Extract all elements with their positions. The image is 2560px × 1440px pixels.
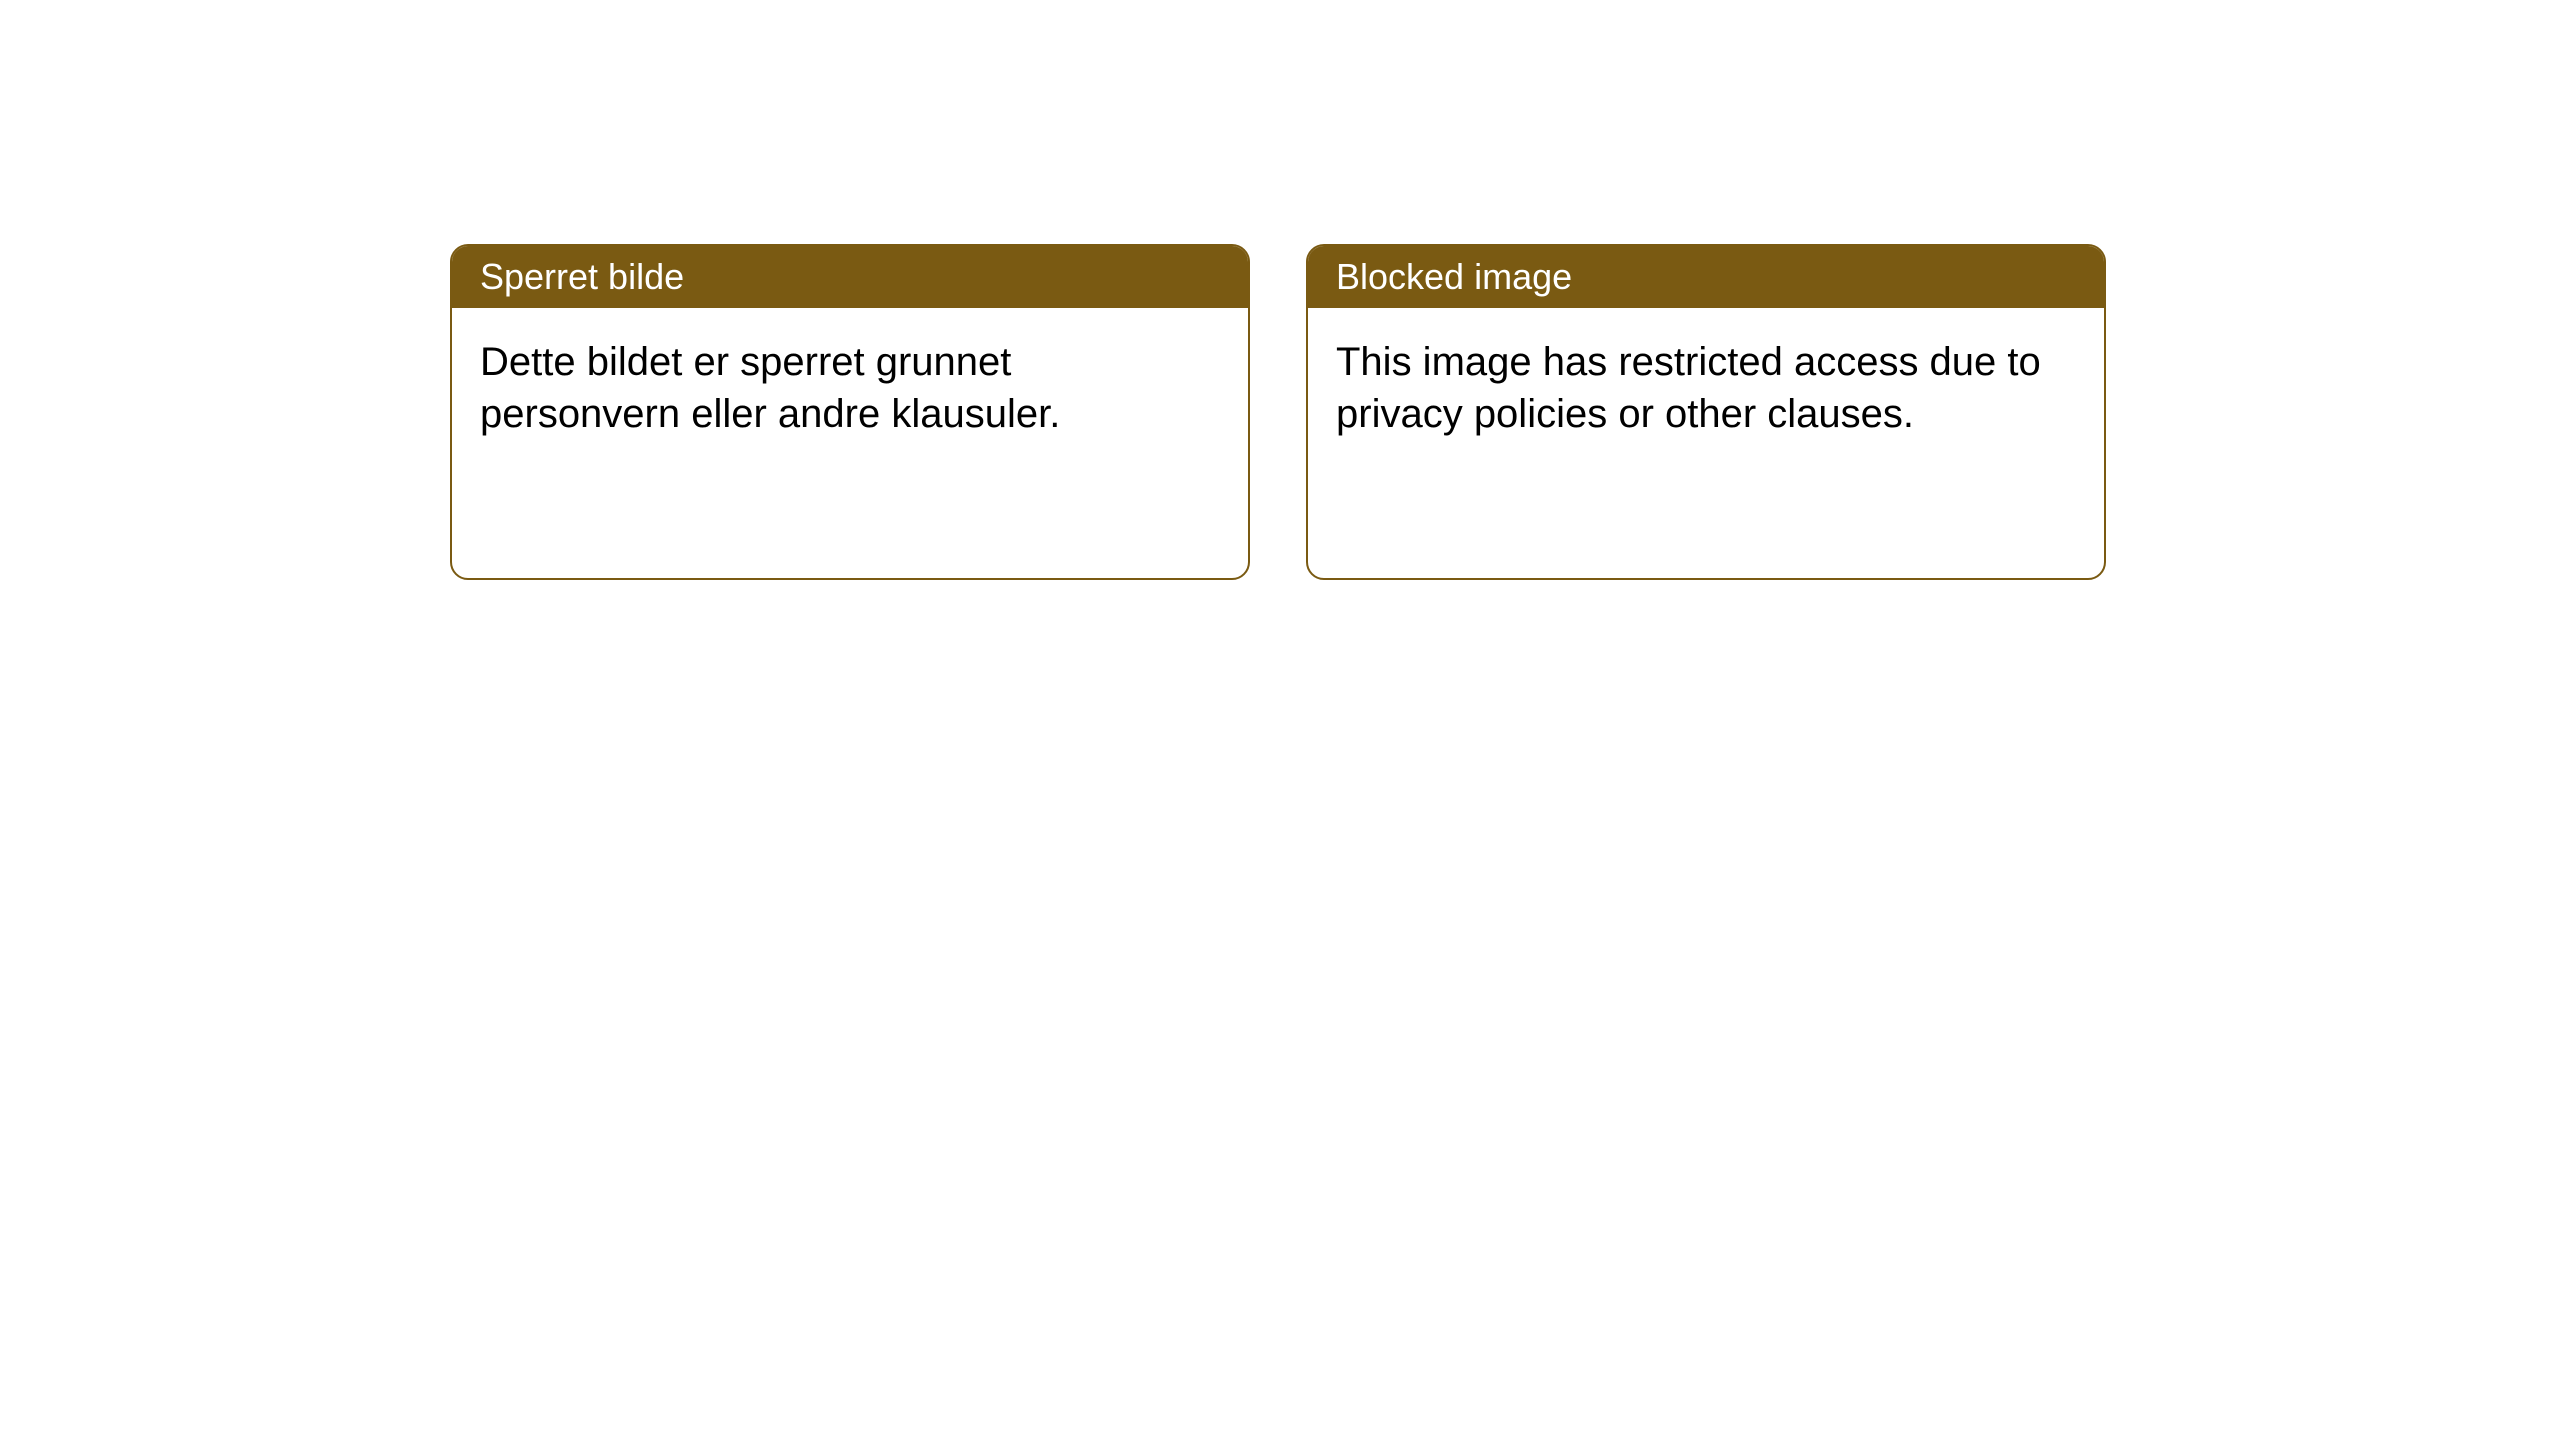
notice-body-text: This image has restricted access due to … (1308, 308, 2104, 468)
notice-cards-container: Sperret bilde Dette bildet er sperret gr… (0, 0, 2560, 580)
notice-header-title: Sperret bilde (452, 246, 1248, 308)
notice-header-title: Blocked image (1308, 246, 2104, 308)
notice-card-english: Blocked image This image has restricted … (1306, 244, 2106, 580)
notice-body-text: Dette bildet er sperret grunnet personve… (452, 308, 1248, 468)
notice-card-norwegian: Sperret bilde Dette bildet er sperret gr… (450, 244, 1250, 580)
